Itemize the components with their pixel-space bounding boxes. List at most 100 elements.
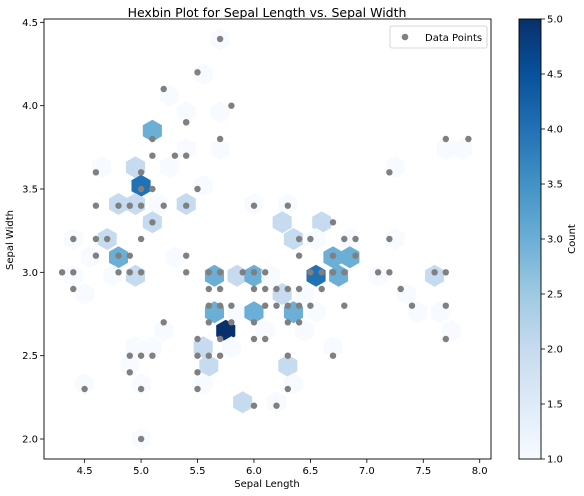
hexbin-cell [306,228,326,250]
x-tick-label: 5.0 [133,466,149,477]
data-point [137,435,145,443]
colorbar-tick-label: 2.0 [547,345,563,356]
data-point [205,285,212,293]
data-point [329,219,337,226]
hexbin-cell [210,138,230,160]
hexbin-cell [193,63,213,85]
hexbin-cell [244,301,264,324]
legend-label: Data Points [425,33,482,44]
data-point [250,202,258,209]
data-point [137,269,145,276]
hexbin-cell [63,264,83,287]
data-point [137,202,145,209]
data-point [352,235,359,243]
x-tick-label: 6.5 [302,466,318,477]
hexbin-cell [340,228,360,250]
data-point [126,352,133,359]
data-point [250,269,258,276]
hexbin-cell [165,246,185,269]
data-point [92,252,100,259]
data-point [216,335,224,343]
data-point [284,385,291,393]
data-point [442,302,449,309]
colorbar-tick-label: 4.5 [547,70,563,81]
x-tick-label: 4.5 [77,466,93,477]
colorbar-label: Count [567,224,578,254]
y-tick-label: 2.0 [22,435,38,446]
data-point [284,319,291,326]
data-point [284,202,291,209]
data-point [307,302,314,309]
data-point [250,285,258,293]
data-point [442,269,449,276]
hexbin-cell [131,174,151,197]
data-point [295,302,303,309]
hexbin-cell [176,101,196,124]
data-point [194,335,201,343]
data-point [374,269,382,276]
hexbin-cell [125,193,145,215]
data-point [442,335,449,343]
data-point [386,235,393,243]
data-point [137,235,145,243]
data-point [262,335,269,343]
data-point [341,269,348,276]
data-point [397,285,404,293]
data-point [307,269,314,276]
data-point [408,302,416,309]
hexbin-cell [154,319,174,342]
hexbin-cell [176,138,196,160]
legend: Data Points [389,25,488,49]
data-point [137,169,145,176]
data-point [126,252,133,259]
colorbar-tick-label: 2.5 [547,290,563,301]
data-point [70,285,77,293]
y-axis-label: Sepal Width [5,210,16,270]
data-point [216,352,224,359]
data-point [431,269,438,276]
data-point [149,135,156,143]
hexbin-cell [272,211,292,234]
data-point [216,302,224,309]
data-point [126,269,133,276]
data-point [126,369,133,376]
data-point [386,269,393,276]
data-point [250,402,258,409]
data-point [149,219,156,226]
data-point [295,252,303,259]
data-point [149,185,156,193]
data-point [205,302,212,309]
data-point [216,269,224,276]
x-tick-label: 8.0 [472,466,488,477]
hexbin-cell [425,264,445,287]
data-point [183,252,190,259]
data-point [284,352,291,359]
data-point [183,202,190,209]
data-point [273,285,280,293]
data-point [216,285,224,293]
data-point [70,269,77,276]
x-axis: 4.5 5.0 5.5 6.0 6.5 7.0 7.5 8.0 [77,459,488,477]
hexbin-cell [148,193,168,215]
colorbar-tick-label: 4.0 [547,125,563,136]
hexbin-cell [323,336,343,359]
data-point [160,319,167,326]
legend-marker [401,33,409,41]
data-point [284,302,291,309]
data-point [262,302,269,309]
data-point [160,202,167,209]
hexbin-cell [80,246,100,269]
data-point [194,185,201,193]
data-point [92,235,100,243]
data-point [228,319,235,326]
hexbin-cell [283,228,303,250]
x-tick-label: 7.0 [359,466,375,477]
y-tick-label: 4.5 [22,18,38,29]
data-point [216,35,224,43]
hexbin-cell [210,101,230,124]
hexbin-cell [436,138,456,160]
data-point [307,235,314,243]
data-point [171,152,179,159]
data-point [273,302,280,309]
data-point [137,385,145,393]
